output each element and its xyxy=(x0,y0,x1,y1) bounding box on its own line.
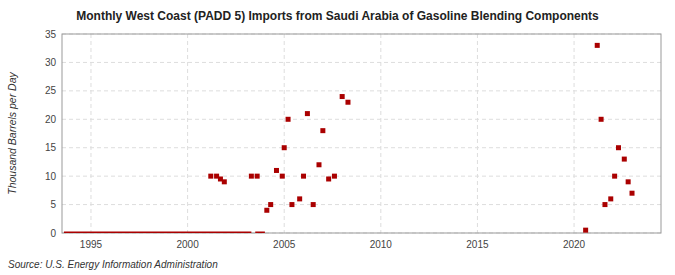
data-point xyxy=(249,174,254,179)
data-point xyxy=(311,202,316,207)
data-point xyxy=(268,202,273,207)
data-point xyxy=(316,162,321,167)
y-grid-line xyxy=(62,147,661,148)
data-point xyxy=(326,176,331,181)
tick-labels: 0 5 10 15 20 25 30 35 1995 2000 2005 2010 2015 2020 xyxy=(45,29,586,251)
data-point xyxy=(320,128,325,133)
zero-line-segment xyxy=(255,232,265,234)
data-point xyxy=(289,202,294,207)
data-point xyxy=(340,94,345,99)
data-point xyxy=(274,168,279,173)
data-point xyxy=(595,43,600,48)
x-tick-label: 1995 xyxy=(80,239,103,250)
y-grid-line xyxy=(62,62,661,63)
y-axis-label: Thousand Barrels per Day xyxy=(6,71,18,194)
grid xyxy=(62,34,661,233)
data-point xyxy=(286,117,291,122)
y-tick-label: 30 xyxy=(45,57,57,68)
x-grid-line xyxy=(284,34,285,233)
data-point xyxy=(255,174,260,179)
title: Monthly West Coast (PADD 5) Imports from… xyxy=(76,9,599,23)
x-tick-label: 2010 xyxy=(370,239,393,250)
x-tick-label: 2000 xyxy=(176,239,199,250)
data-point xyxy=(305,111,310,116)
data-point xyxy=(282,145,287,150)
data-point xyxy=(602,202,607,207)
data-point xyxy=(612,174,617,179)
data-point xyxy=(208,174,213,179)
y-tick-label: 10 xyxy=(45,171,57,182)
data-point xyxy=(616,145,621,150)
x-grid-line xyxy=(187,34,188,233)
plot-frame xyxy=(62,34,661,233)
data-area xyxy=(64,43,635,233)
data-point xyxy=(583,228,588,233)
data-point xyxy=(222,179,227,184)
y-tick-label: 20 xyxy=(45,114,57,125)
x-grid-line xyxy=(380,34,381,233)
x-grid-line xyxy=(90,34,91,233)
chart: 0 5 10 15 20 25 30 35 1995 2000 2005 2010 2015 2020 Mo… xyxy=(0,0,675,275)
data-point xyxy=(599,117,604,122)
data-point xyxy=(332,174,337,179)
y-tick-label: 5 xyxy=(50,199,56,210)
y-tick-label: 35 xyxy=(45,29,57,40)
source-note: Source: U.S. Energy Information Administ… xyxy=(8,259,218,270)
data-point xyxy=(608,196,613,201)
y-tick-label: 0 xyxy=(50,228,56,239)
x-tick-label: 2005 xyxy=(273,239,296,250)
data-point xyxy=(626,179,631,184)
x-grid-line xyxy=(574,34,575,233)
y-tick-label: 25 xyxy=(45,85,57,96)
data-point xyxy=(280,174,285,179)
data-point xyxy=(622,157,627,162)
y-grid-line xyxy=(62,204,661,205)
y-grid-line xyxy=(62,90,661,91)
data-point xyxy=(345,100,350,105)
x-tick-label: 2020 xyxy=(563,239,586,250)
data-point xyxy=(264,208,269,213)
y-tick-label: 15 xyxy=(45,142,57,153)
data-point xyxy=(297,196,302,201)
zero-line-segment xyxy=(64,232,251,234)
y-grid-line xyxy=(62,119,661,120)
data-point xyxy=(630,191,635,196)
data-point xyxy=(301,174,306,179)
y-grid-line xyxy=(62,176,661,177)
x-grid-line xyxy=(477,34,478,233)
x-tick-label: 2015 xyxy=(466,239,489,250)
